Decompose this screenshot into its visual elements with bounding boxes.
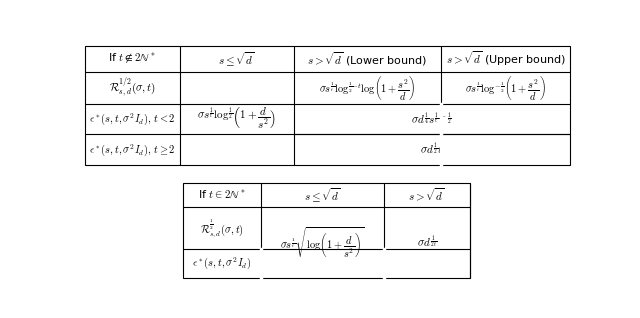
Text: $\mathcal{R}_{s,d}^{1/2}(\sigma,t)$: $\mathcal{R}_{s,d}^{1/2}(\sigma,t)$ bbox=[109, 77, 156, 99]
Text: $\mathcal{R}_{s,d}^{\frac{1}{2}}(\sigma,t)$: $\mathcal{R}_{s,d}^{\frac{1}{2}}(\sigma,… bbox=[200, 217, 244, 239]
Text: $s > \sqrt{d}$ (Upper bound): $s > \sqrt{d}$ (Upper bound) bbox=[445, 49, 566, 68]
Text: If $t \notin 2\mathbb{N}^*$: If $t \notin 2\mathbb{N}^*$ bbox=[108, 52, 156, 66]
Text: $s > \sqrt{d}$: $s > \sqrt{d}$ bbox=[408, 187, 445, 204]
Text: $\sigma d^{\frac{1}{4}} s^{\frac{1}{t}-\frac{1}{2}}$: $\sigma d^{\frac{1}{4}} s^{\frac{1}{t}-\… bbox=[412, 110, 452, 128]
Text: $\sigma s^{\frac{1}{t}} \log^{\frac{1}{2}}\!\left(1+\dfrac{d}{s^2}\right)$: $\sigma s^{\frac{1}{t}} \log^{\frac{1}{2… bbox=[197, 106, 276, 131]
Text: $s \leq \sqrt{d}$: $s \leq \sqrt{d}$ bbox=[218, 50, 255, 68]
Text: $\epsilon^*(s,t,\sigma^2 I_d)$: $\epsilon^*(s,t,\sigma^2 I_d)$ bbox=[192, 255, 252, 271]
Text: $\sigma d^{\frac{1}{2}} t$: $\sigma d^{\frac{1}{2}} t$ bbox=[420, 141, 444, 158]
Text: $\sigma d^{\frac{1}{2t}}$: $\sigma d^{\frac{1}{2t}}$ bbox=[417, 234, 437, 251]
Text: $\sigma s^{\frac{1}{t}} \log^{\frac{1}{2}-t}\!\log\!\left(1+\dfrac{s^2}{d}\right: $\sigma s^{\frac{1}{t}} \log^{\frac{1}{2… bbox=[319, 74, 416, 102]
Text: If $t \in 2\mathbb{N}^*$: If $t \in 2\mathbb{N}^*$ bbox=[198, 189, 246, 201]
Text: $s > \sqrt{d}$ (Lower bound): $s > \sqrt{d}$ (Lower bound) bbox=[307, 50, 428, 67]
Text: $\sigma s^{\frac{1}{t}} \sqrt{\log\!\left(1+\dfrac{d}{s^2}\right)}$: $\sigma s^{\frac{1}{t}} \sqrt{\log\!\lef… bbox=[280, 225, 364, 260]
Text: $\epsilon^*(s,t,\sigma^2 I_d),\, t < 2$: $\epsilon^*(s,t,\sigma^2 I_d),\, t < 2$ bbox=[89, 111, 175, 127]
Text: $\epsilon^*(s,t,\sigma^2 I_d),\, t \geq 2$: $\epsilon^*(s,t,\sigma^2 I_d),\, t \geq … bbox=[89, 142, 175, 157]
Text: $s \leq \sqrt{d}$: $s \leq \sqrt{d}$ bbox=[304, 186, 340, 204]
Bar bbox=[85, 45, 570, 165]
Text: $\sigma s^{\frac{1}{t}} \log^{-\frac{1}{2}}\!\left(1+\dfrac{s^2}{d}\right)$: $\sigma s^{\frac{1}{t}} \log^{-\frac{1}{… bbox=[465, 74, 546, 102]
Bar bbox=[183, 183, 470, 278]
